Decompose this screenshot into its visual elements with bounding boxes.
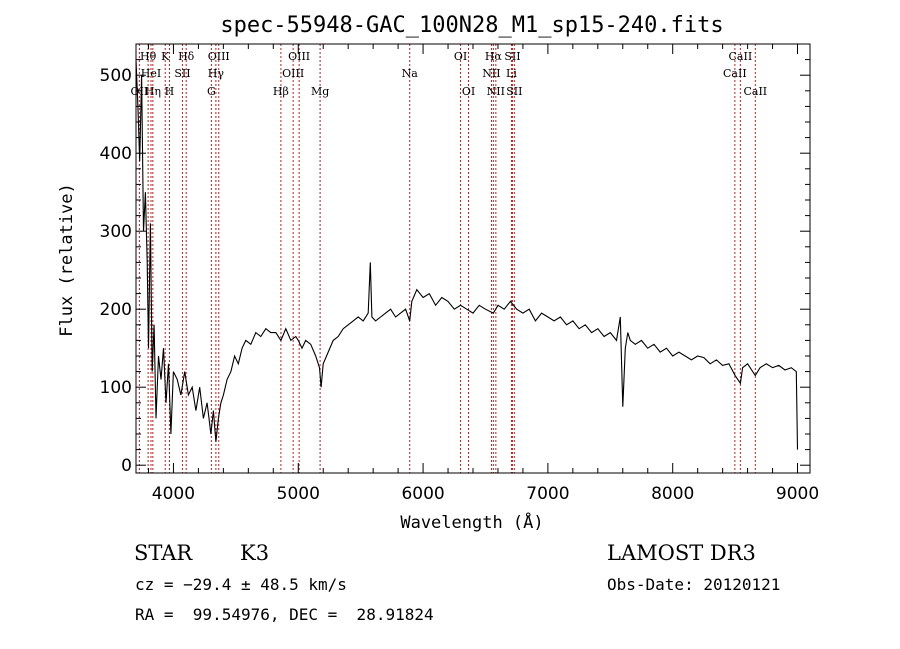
object-type: STAR: [134, 541, 193, 565]
spectral-line-label: OIII: [208, 50, 230, 63]
spectral-line-label: CaII: [743, 85, 767, 98]
y-tick-label: 400: [100, 144, 132, 164]
x-tick-label: 8000: [651, 484, 694, 504]
spectral-line-label: Li: [506, 67, 517, 80]
spectral-lines-layer: [138, 44, 756, 473]
y-tick-label: 100: [100, 378, 132, 398]
spectral-line-label: Na: [402, 67, 419, 80]
y-tick-label: 200: [100, 300, 132, 320]
spectral-line-label: H: [165, 85, 175, 98]
axis-ticks: 4000 5000 6000 7000 8000 9000 0 100 200 300 400 500: [100, 44, 819, 504]
spectral-line-label: NII: [487, 85, 505, 98]
y-tick-label: 0: [121, 456, 132, 476]
chart-title: spec-55948-GAC_100N28_M1_sp15-240.fits: [220, 13, 723, 38]
spectral-line-label: OI: [454, 50, 467, 63]
spectral-line-label: K: [161, 50, 170, 63]
spectral-line-label: Mg: [311, 85, 329, 98]
spectral-line-label: Hα: [485, 50, 503, 63]
x-tick-label: 6000: [401, 484, 444, 504]
x-tick-label: 9000: [776, 484, 819, 504]
y-axis-label: Flux (relative): [57, 183, 77, 337]
spectral-line-label: SII: [504, 50, 520, 63]
spectrum-line: [135, 59, 799, 450]
y-tick-label: 500: [100, 66, 132, 86]
spectral-line-label: NII: [482, 67, 500, 80]
x-tick-label: 7000: [526, 484, 569, 504]
spectral-line-label: SII: [174, 67, 190, 80]
spectral-line-label: Hδ: [178, 50, 195, 63]
spectral-line-label: OIII: [288, 50, 310, 63]
spectral-line-label: CaII: [723, 67, 747, 80]
spectral-line-label: OIII: [282, 67, 304, 80]
plot-frame: [135, 43, 811, 474]
spectral-line-label: Hβ: [273, 85, 289, 98]
spectral-line-label: HeI: [141, 67, 161, 80]
y-tick-label: 300: [100, 222, 132, 242]
obs-date: Obs-Date: 20120121: [607, 575, 781, 594]
x-tick-label: 5000: [277, 484, 320, 504]
spectral-line-label: CaII: [729, 50, 753, 63]
spectral-line-label: Hγ: [208, 67, 225, 80]
x-axis-label: Wavelength (Å): [400, 511, 543, 533]
spectral-line-label: Hθ: [140, 50, 157, 63]
spectral-line-label: OI: [462, 85, 475, 98]
spectral-line-label: OII: [131, 85, 149, 98]
coordinates: RA = 99.54976, DEC = 28.91824: [135, 605, 434, 624]
redshift-text: cz = −29.4 ± 48.5 km/s: [135, 575, 347, 594]
spectral-line-label: Hη: [145, 85, 161, 98]
spectral-line-label: SII: [506, 85, 522, 98]
survey-name: LAMOST DR3: [607, 541, 756, 565]
spectral-line-label: G: [207, 85, 216, 98]
x-tick-label: 4000: [152, 484, 195, 504]
subclass: K3: [240, 541, 270, 565]
